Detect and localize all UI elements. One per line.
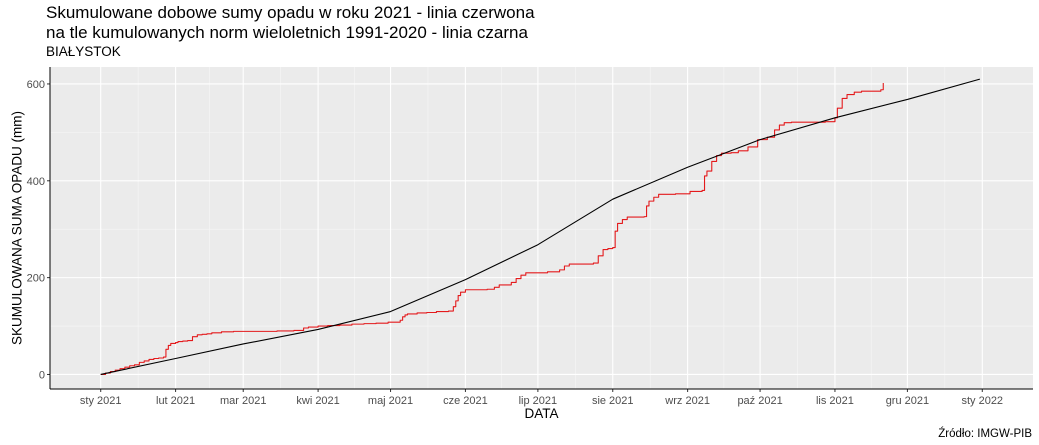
major-gridlines: [50, 67, 1033, 389]
chart-title-line-2: na tle kumulowanych norm wieloletnich 19…: [46, 23, 528, 42]
x-tick-label: paź 2021: [737, 395, 782, 407]
y-tick-label: 400: [27, 176, 45, 188]
x-tick-label: kwi 2021: [296, 395, 339, 407]
x-tick-label: sie 2021: [592, 395, 634, 407]
x-tick-label: mar 2021: [220, 395, 266, 407]
x-tick-label: sty 2022: [961, 395, 1003, 407]
axes: 0 200 400 600 sty 2021 lut 2021 mar 2021 kwi 20…: [27, 67, 1033, 407]
x-tick-label: maj 2021: [368, 395, 413, 407]
chart-title-line-1: Skumulowane dobowe sumy opadu w roku 202…: [46, 3, 535, 22]
x-tick-label: sty 2021: [80, 395, 122, 407]
chart-subtitle: BIAŁYSTOK: [46, 44, 121, 59]
black-normal-series: [100, 78, 981, 376]
x-axis-title: DATA: [524, 406, 558, 421]
series-layer: [100, 78, 981, 376]
x-tick-label: lis 2021: [816, 395, 854, 407]
red-2021-series: [100, 82, 884, 376]
y-tick-label: 600: [27, 79, 45, 91]
y-axis-title: SKUMULOWANA SUMA OPADU (mm): [10, 111, 25, 345]
source-caption: Źródło: IMGW-PIB: [938, 428, 1032, 440]
y-tick-label: 0: [39, 369, 45, 381]
x-tick-label: cze 2021: [443, 395, 488, 407]
minor-gridlines: [50, 67, 1033, 389]
plot-panel: [50, 67, 1033, 389]
x-tick-label: lip 2021: [519, 395, 558, 407]
x-tick-label: gru 2021: [886, 395, 929, 407]
x-tick-label: lut 2021: [156, 395, 195, 407]
y-tick-label: 200: [27, 273, 45, 285]
x-tick-label: wrz 2021: [664, 395, 710, 407]
